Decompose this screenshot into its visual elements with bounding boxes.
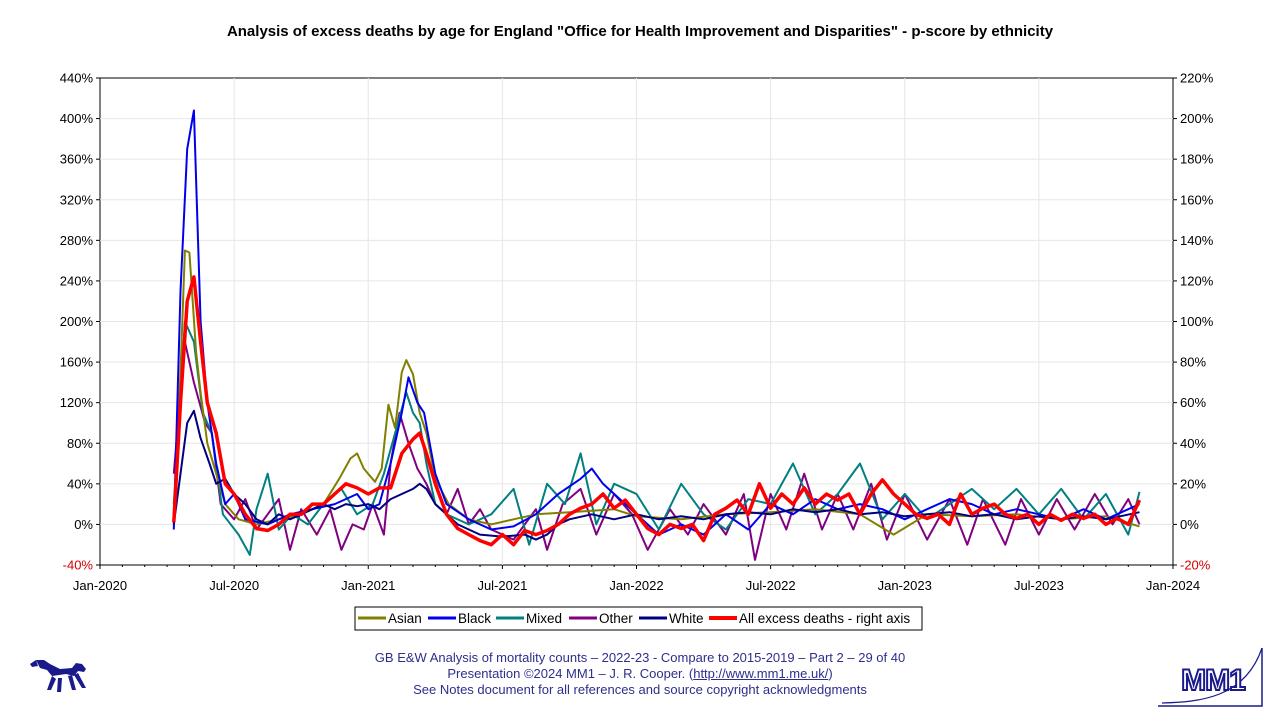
mm1-logo: MM1 <box>1158 647 1263 707</box>
right-tick-label: 100% <box>1180 314 1214 329</box>
x-tick-label: Jan-2021 <box>341 578 395 593</box>
legend-label-white: White <box>669 611 704 626</box>
left-tick-label: 400% <box>60 111 94 126</box>
footer-line-2: Presentation ©2024 MM1 – J. R. Cooper. (… <box>0 666 1280 682</box>
right-tick-label: 180% <box>1180 152 1214 167</box>
legend-label-other: Other <box>599 611 633 626</box>
dog-icon <box>30 660 86 692</box>
x-tick-label: Jan-2023 <box>878 578 932 593</box>
series-line-white <box>172 409 1140 541</box>
left-tick-label: 160% <box>60 355 94 370</box>
left-tick-label: 120% <box>60 395 94 410</box>
left-tick-label: 200% <box>60 314 94 329</box>
legend-label-asian: Asian <box>388 611 422 626</box>
footer-line-2-prefix: Presentation ©2024 MM1 – J. R. Cooper. ( <box>447 666 694 681</box>
x-tick-label: Jan-2024 <box>1146 578 1200 593</box>
footer-line-1: GB E&W Analysis of mortality counts – 20… <box>374 650 906 665</box>
left-tick-label: -40% <box>63 558 94 573</box>
right-tick-label: -20% <box>1180 558 1211 573</box>
right-tick-label: 0% <box>1180 517 1199 532</box>
right-tick-label: 160% <box>1180 192 1214 207</box>
footer-line-3: See Notes document for all references an… <box>413 682 867 697</box>
mm1-logo-text: MM1 <box>1181 664 1245 697</box>
left-tick-label: 40% <box>67 476 93 491</box>
legend-label-all: All excess deaths - right axis <box>739 611 910 626</box>
legend-box <box>354 606 923 631</box>
left-axis: 440% 400% 360% 320% 280% 240% 200% 160% 120% 80% 4… <box>60 71 100 573</box>
left-tick-label: 240% <box>60 273 94 288</box>
left-tick-label: 0% <box>74 517 93 532</box>
x-tick-label: Jul-2022 <box>746 578 796 593</box>
right-tick-label: 60% <box>1180 395 1206 410</box>
left-tick-label: 360% <box>60 152 94 167</box>
right-tick-label: 200% <box>1180 111 1214 126</box>
footer-line-2-suffix: ) <box>828 666 833 681</box>
right-tick-label: 140% <box>1180 233 1214 248</box>
gridlines <box>100 78 1173 565</box>
x-tick-label: Jul-2020 <box>209 578 259 593</box>
right-tick-label: 20% <box>1180 476 1206 491</box>
x-axis: Jan-2020 Jul-2020 Jan-2021 Jul-2021 Jan-2022… <box>73 565 1200 593</box>
series-line-all <box>172 275 1142 547</box>
series-group <box>172 109 1142 561</box>
x-tick-label: Jan-2022 <box>609 578 663 593</box>
x-tick-label: Jan-2020 <box>73 578 127 593</box>
x-tick-label: Jul-2023 <box>1014 578 1064 593</box>
right-tick-label: 120% <box>1180 273 1214 288</box>
right-tick-label: 220% <box>1180 71 1214 86</box>
right-tick-label: 80% <box>1180 355 1206 370</box>
chart-title: Analysis of excess deaths by age for Eng… <box>227 23 1054 40</box>
legend-label-black: Black <box>458 611 491 626</box>
x-tick-label: Jul-2021 <box>477 578 527 593</box>
left-tick-label: 80% <box>67 436 93 451</box>
right-tick-label: 40% <box>1180 436 1206 451</box>
legend-label-mixed: Mixed <box>526 611 562 626</box>
left-tick-label: 280% <box>60 233 94 248</box>
left-tick-label: 440% <box>60 71 94 86</box>
footer-link[interactable]: http://www.mm1.me.uk/ <box>693 666 829 681</box>
right-axis: 220% 200% 180% 160% 140% 120% 100% 80% 60% 40% 20%… <box>1173 71 1214 573</box>
legend: Asian Black Mixed Other White All excess… <box>354 606 923 631</box>
left-tick-label: 320% <box>60 192 94 207</box>
